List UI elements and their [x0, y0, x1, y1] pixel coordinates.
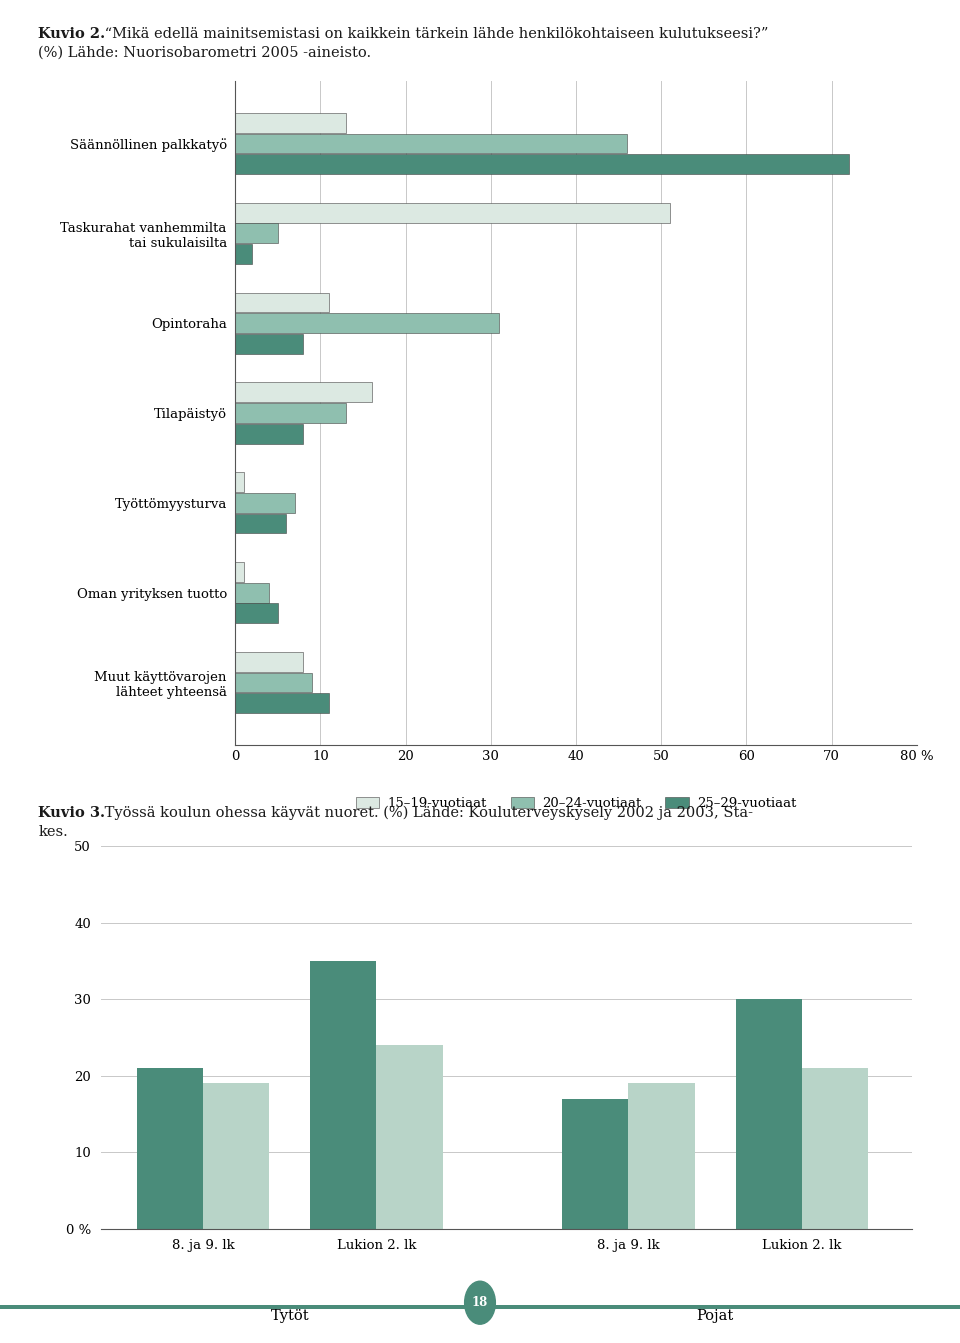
Bar — [235, 154, 849, 175]
Bar — [629, 1084, 695, 1229]
Text: 18: 18 — [472, 1296, 488, 1309]
Text: Kuvio 3.: Kuvio 3. — [38, 806, 106, 819]
Bar — [310, 962, 376, 1229]
Bar — [235, 203, 670, 223]
Text: Pojat: Pojat — [697, 1309, 733, 1323]
Bar — [235, 383, 372, 402]
Bar — [235, 403, 346, 423]
Bar — [235, 293, 329, 313]
Bar — [735, 999, 802, 1229]
Text: “Mikä edellä mainitsemistasi on kaikkein tärkein lähde henkilökohtaiseen kulutuk: “Mikä edellä mainitsemistasi on kaikkein… — [100, 27, 768, 40]
Text: Kuvio 2.: Kuvio 2. — [38, 27, 106, 40]
Bar — [235, 693, 329, 713]
Bar — [235, 493, 295, 513]
Bar — [802, 1068, 868, 1229]
Bar — [235, 603, 277, 623]
Bar — [137, 1068, 204, 1229]
Text: kes.: kes. — [38, 825, 68, 838]
Bar — [235, 113, 346, 133]
Bar — [235, 583, 269, 603]
Bar — [235, 473, 244, 492]
Bar — [235, 133, 627, 153]
Text: (%) Lähde: Nuorisobarometri 2005 -aineisto.: (%) Lähde: Nuorisobarometri 2005 -aineis… — [38, 46, 372, 59]
Bar — [235, 651, 303, 672]
Bar — [204, 1084, 270, 1229]
Bar — [235, 513, 286, 533]
Text: Työssä koulun ohessa käyvät nuoret. (%) Lähde: Kouluterveyskysely 2002 ja 2003, : Työssä koulun ohessa käyvät nuoret. (%) … — [100, 806, 753, 821]
Bar — [235, 673, 312, 693]
Bar — [376, 1045, 443, 1229]
Bar — [563, 1099, 629, 1229]
Bar — [235, 223, 277, 243]
Bar — [235, 334, 303, 353]
Bar — [235, 424, 303, 443]
Bar — [235, 244, 252, 263]
Bar — [235, 313, 499, 333]
Legend: 15–19-vuotiaat, 20–24-vuotiaat, 25–29-vuotiaat: 15–19-vuotiaat, 20–24-vuotiaat, 25–29-vu… — [350, 791, 802, 815]
Text: Tytöt: Tytöt — [271, 1309, 309, 1323]
Bar — [235, 563, 244, 582]
